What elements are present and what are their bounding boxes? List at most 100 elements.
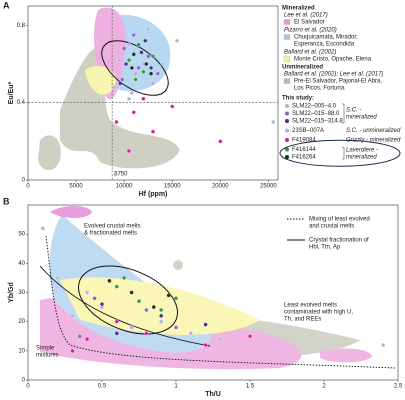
mixing-curve [45, 235, 396, 369]
point [141, 96, 146, 101]
point [159, 307, 164, 313]
legend-text: Lee et al. (2017) [284, 13, 328, 19]
legend-text: Pre-El Salvador, Pajonal-El Abra, [294, 79, 382, 85]
point [203, 322, 208, 327]
point [149, 71, 154, 76]
legend-marker [285, 104, 289, 108]
point [107, 278, 112, 283]
legend-text: Ballard et al. (2002); Lee et al. (2017) [284, 72, 383, 78]
point [122, 46, 127, 51]
y-tick-label: 10 [18, 348, 25, 354]
point [122, 275, 127, 280]
point [159, 319, 164, 324]
point [126, 148, 132, 154]
point [131, 52, 136, 57]
point [70, 313, 75, 318]
legend-marker [285, 128, 289, 133]
legend-marker [285, 111, 289, 116]
x-tick-label: 5000 [69, 184, 83, 190]
x-tick-label: 0 [26, 184, 30, 190]
point [131, 110, 136, 115]
legend-text: This study: [282, 96, 314, 102]
point [150, 129, 156, 134]
point [141, 69, 146, 74]
legend-text: Grizzly - mineralized [346, 138, 401, 144]
legend-text: mineralized [346, 115, 377, 121]
legend-highlight [279, 139, 401, 167]
legend-text: SLM22–015–88.0 [292, 111, 340, 117]
point [146, 27, 151, 32]
annotation: Least evolved melts [284, 303, 337, 309]
point [114, 284, 119, 289]
x-axis-label: Hf (ppm) [139, 191, 168, 198]
point [149, 65, 154, 70]
field-magenta [50, 206, 92, 218]
x-axis-label: Th/U [205, 391, 221, 398]
y-tick-label: 0 [22, 178, 26, 184]
point [160, 61, 165, 67]
point [247, 334, 253, 339]
field-yellow [60, 277, 260, 335]
legend-text: Mineralized [282, 6, 315, 12]
annotation: Evolved crustal melts [84, 224, 141, 230]
point [174, 38, 180, 43]
legend-text: Pizarro et al. (2020) [284, 28, 337, 34]
point [151, 305, 156, 310]
legend-swatch [283, 78, 291, 84]
point [170, 104, 175, 109]
fractionation-curve [39, 265, 211, 347]
annotation: Simple [36, 346, 55, 352]
legend-text: S.C. - unmineralized [346, 128, 401, 134]
point [146, 54, 151, 59]
point [159, 313, 164, 318]
panel-label: B [3, 196, 10, 206]
point [85, 290, 90, 295]
point [118, 81, 123, 86]
y-tick-label: 0 [22, 378, 26, 384]
legend-text: Chuquicamata, Mirador, [294, 35, 358, 41]
legend-text: F416264 [292, 155, 316, 161]
legend-text: F416144 [292, 147, 316, 153]
point [114, 331, 119, 336]
plot-frame [27, 5, 279, 181]
field-yellow [85, 65, 116, 95]
point [126, 96, 132, 101]
legend-bracket [342, 103, 345, 124]
point [188, 331, 193, 336]
x-tick-label: 25000 [260, 184, 277, 190]
legend-text: El Salvador [294, 20, 325, 26]
legend-marker [285, 119, 289, 123]
y-axis-label: Eu/Eu* [8, 81, 15, 104]
point [133, 77, 138, 82]
point [155, 71, 160, 76]
x-tick-label: 0 [26, 384, 30, 390]
y-tick-label: 0.8 [17, 23, 26, 29]
point [92, 296, 97, 301]
point [129, 325, 134, 330]
annotation: contaminated with high U, [284, 310, 353, 316]
point [144, 307, 149, 313]
legend-text: Monte Cristo, Opache, Elena [294, 57, 372, 63]
legend-text: Esperanza, Escondida [294, 42, 355, 48]
legend-text: Unmineralized [282, 65, 323, 71]
field-pink [320, 348, 372, 363]
point [144, 331, 149, 336]
point [40, 226, 45, 231]
highlight-ellipse [77, 265, 179, 335]
point [129, 90, 134, 96]
point [136, 42, 141, 47]
legend-text: Ballard et al. (2002) [284, 50, 336, 56]
point [112, 85, 117, 90]
x-tick-label: 20000 [212, 184, 229, 190]
legend-text: S.C. - [346, 108, 361, 114]
legend-text: mineralized [346, 154, 377, 160]
point [85, 337, 90, 342]
point [136, 65, 141, 70]
panel-label: A [3, 0, 10, 10]
x-tick-label: 1.5 [246, 384, 255, 390]
fields-b [40, 206, 372, 370]
legend-swatch [283, 34, 291, 40]
point [271, 119, 276, 125]
y-tick-label: 20 [18, 319, 25, 325]
